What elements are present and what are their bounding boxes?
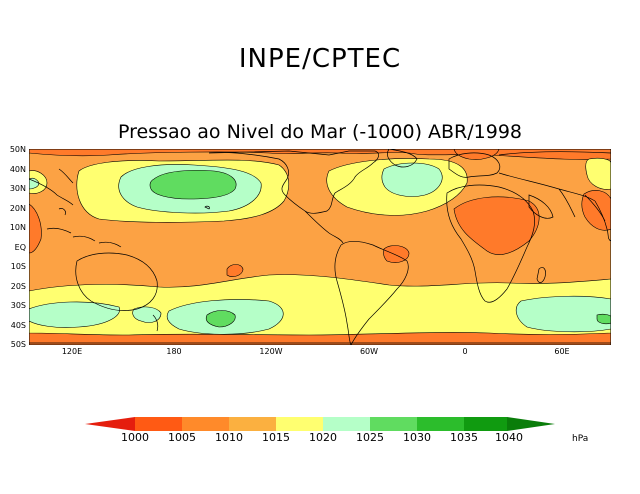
map-title: Pressao ao Nivel do Mar (-1000) ABR/1998	[117, 121, 523, 143]
legend-level-label: 1040	[495, 431, 523, 444]
legend-level-label: 1015	[262, 431, 290, 444]
lat-label: EQ	[14, 243, 26, 252]
coastline-madagascar	[536, 267, 546, 283]
pressure-band-1025	[596, 313, 611, 325]
pressure-band-1005	[581, 190, 611, 231]
pressure-band-1020	[381, 162, 443, 197]
coastline-south-america	[334, 240, 409, 345]
pressure-band-1015	[585, 157, 611, 190]
legend-level-label: 1025	[356, 431, 384, 444]
lat-label: 10N	[9, 223, 26, 232]
pressure-band-1005	[29, 203, 42, 254]
lon-label: 180	[166, 347, 182, 356]
legend-arrow-low	[85, 417, 135, 431]
pressure-map	[29, 149, 611, 345]
legend-swatch	[182, 417, 229, 431]
lat-label: 30N	[9, 184, 26, 193]
legend-swatch	[464, 417, 507, 431]
lat-label: 40N	[9, 165, 26, 174]
coastline-north-america	[208, 150, 379, 214]
coastline-india	[594, 200, 611, 242]
legend-colorbar	[85, 417, 555, 431]
coastline-europe	[448, 152, 501, 178]
lon-label: 120W	[259, 347, 283, 356]
legend-swatch	[370, 417, 417, 431]
legend-arrow-high	[507, 417, 555, 431]
lat-label: 30S	[10, 301, 26, 310]
lat-label: 50S	[10, 340, 26, 349]
lon-label: 60E	[554, 347, 570, 356]
pressure-band-1020	[132, 306, 162, 323]
legend-swatch	[229, 417, 276, 431]
coastline-hawaii	[204, 205, 210, 210]
legend-swatch	[276, 417, 323, 431]
coastline-arabia	[528, 194, 554, 219]
legend-level-label: 1000	[121, 431, 149, 444]
lat-label: 10S	[10, 262, 26, 271]
lat-label: 40S	[10, 321, 26, 330]
legend-level-label: 1020	[309, 431, 337, 444]
lon-label: 120E	[61, 347, 83, 356]
organization-title: INPE/CPTEC	[238, 44, 402, 74]
coastline-east-asia	[29, 168, 74, 206]
legend-unit: hPa	[572, 434, 589, 444]
pressure-band-1025	[205, 310, 236, 328]
pressure-band-1005	[453, 196, 540, 255]
pressure-band-1020	[29, 301, 120, 328]
legend-level-label: 1030	[403, 431, 431, 444]
lat-label: 20N	[9, 204, 26, 213]
pressure-band-1025	[149, 169, 237, 200]
coastline-central-america	[304, 210, 344, 244]
coastline-indonesia	[46, 208, 122, 248]
coastline-greenland	[387, 149, 418, 168]
coastline-asia	[498, 151, 611, 222]
coastline-africa	[446, 184, 535, 303]
lat-label: 20S	[10, 282, 26, 291]
legend-swatch	[135, 417, 182, 431]
legend-swatch	[417, 417, 464, 431]
pressure-band-1005	[226, 264, 244, 277]
legend-level-label: 1035	[450, 431, 478, 444]
legend-swatch	[323, 417, 370, 431]
pressure-band-1020	[515, 295, 611, 333]
pressure-band-1005	[453, 149, 500, 160]
lon-label: 60W	[359, 347, 379, 356]
lon-label: 0	[462, 347, 468, 356]
coastline-new-zealand	[152, 314, 159, 332]
legend-level-label: 1010	[215, 431, 243, 444]
lat-label: 50N	[9, 145, 26, 154]
legend-level-label: 1005	[168, 431, 196, 444]
coastline-australia	[75, 252, 158, 311]
